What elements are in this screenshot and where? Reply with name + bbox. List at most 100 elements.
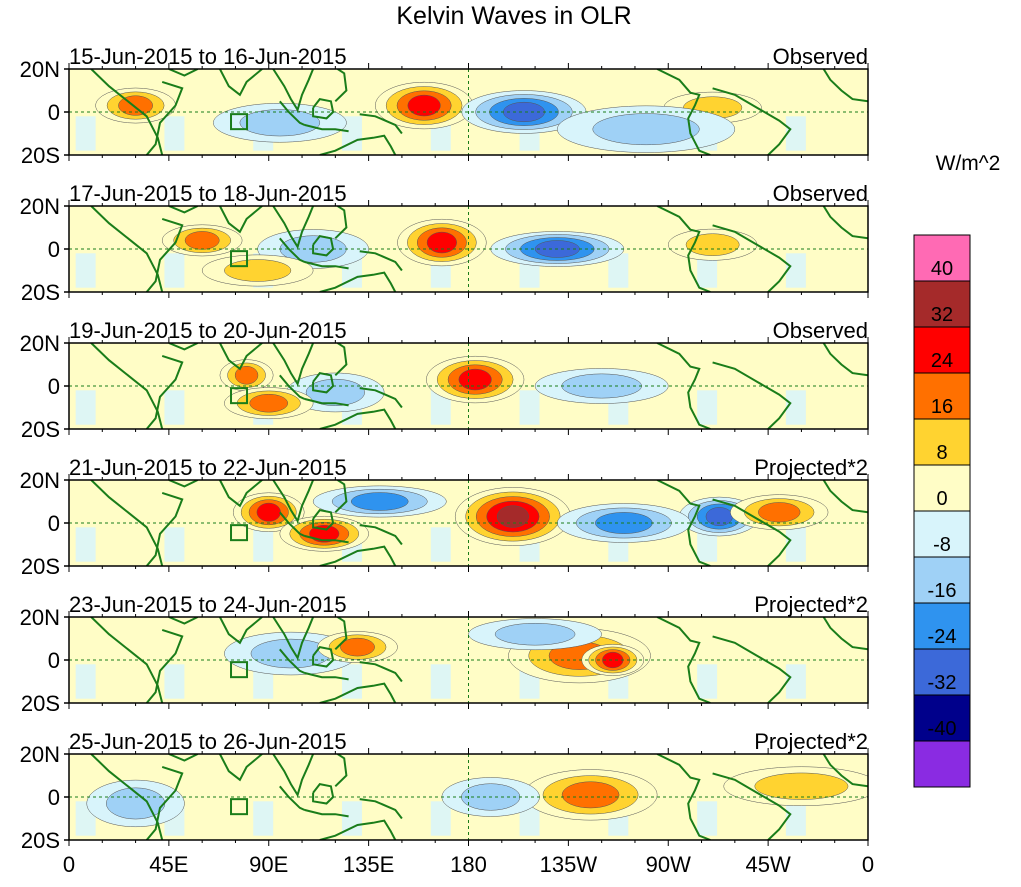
coastline [304,397,349,407]
coastline [304,534,349,544]
y-tick-label: 0 [48,785,60,810]
x-tick-label: 135W [540,852,598,877]
y-tick-label: 20N [20,57,60,82]
contour-blob [758,502,801,523]
negative-band [697,664,718,699]
panel-type-label: Observed [773,181,868,206]
negative-band [75,527,96,562]
coastline [656,754,711,840]
negative-band [430,390,451,425]
coastline [145,765,184,840]
contour-blob [340,637,375,657]
colorbar-level-label: -40 [928,718,957,740]
colorbar-level-label: -16 [928,580,957,602]
reference-box [230,798,249,816]
y-tick-label: 20S [21,554,60,579]
colorbar: W/m^2 40 32 24 16 8 0 -8 -16 -24 -32 -40 [913,152,1000,788]
coastline [656,69,711,155]
y-tick-label: 0 [48,511,60,536]
panel-date-label: 23-Jun-2015 to 24-Jun-2015 [69,592,347,617]
coastline [90,69,164,155]
negative-band [75,390,96,425]
y-tick-label: 20S [21,417,60,442]
y-tick-label: 0 [48,374,60,399]
coastline [822,69,868,103]
coastline [712,635,792,703]
x-tick-label: 0 [63,852,75,877]
coastline [272,69,315,113]
colorbar-level-label: 16 [931,396,953,418]
coastline [334,617,348,651]
coastline [334,343,348,377]
panel-date-label: 15-Jun-2015 to 16-Jun-2015 [69,44,347,69]
colorbar-box [913,234,971,282]
y-tick-label: 0 [48,237,60,262]
coastline [168,617,199,625]
coastline [219,617,263,645]
y-tick-label: 20N [20,742,60,767]
coastline [334,69,348,103]
coastline [822,754,868,788]
x-tick-label: 45W [746,852,791,877]
coastline [219,69,263,97]
y-tick-label: 20N [20,331,60,356]
contour-blob [350,492,409,511]
y-tick-label: 20S [21,280,60,305]
coastline [359,387,403,409]
coastline [279,648,305,674]
coastline [90,480,164,566]
negative-band [341,664,362,699]
panel-type-label: Observed [773,318,868,343]
negative-band [785,390,806,425]
y-tick-label: 20S [21,691,60,716]
coastline [168,480,199,488]
y-tick-label: 20N [20,605,60,630]
coastline [712,224,792,292]
y-tick-label: 20N [20,194,60,219]
coastline [219,754,263,782]
coastline [319,408,397,429]
contour-blob [239,109,321,137]
contour-blob [249,393,289,413]
contour-blob [407,94,441,117]
negative-band [697,390,718,425]
coastline [656,206,711,292]
coastline [145,354,184,429]
coastline [359,661,403,683]
coastline [656,343,711,429]
coastline [219,480,263,508]
negative-band [519,390,540,425]
reference-box [230,250,249,268]
x-tick-label: 90E [249,852,288,877]
panel-type-label: Projected*2 [754,729,868,754]
reference-box [230,113,249,131]
colorbar-level-label: -8 [933,534,951,556]
contour-blob [494,622,576,646]
negative-band [430,664,451,699]
panel-6: 20N 0 20S 25-Jun-2015 to 26-Jun-2015 Project… [20,729,869,853]
panel-date-label: 17-Jun-2015 to 18-Jun-2015 [69,181,347,206]
colorbar-level-label: -32 [928,672,957,694]
coastline [279,374,305,400]
y-tick-label: 20S [21,828,60,853]
panel-type-label: Observed [773,44,868,69]
x-tick-label: 180 [450,852,487,877]
coastline [279,100,305,126]
coastline [168,343,199,351]
coastline [656,617,711,703]
negative-band [430,527,451,562]
coastline [90,206,164,292]
chart-title: Kelvin Waves in OLR [396,2,631,30]
coastline [90,343,164,429]
panel-date-label: 25-Jun-2015 to 26-Jun-2015 [69,729,347,754]
contour-blob [685,233,740,256]
coastline [304,123,349,133]
contour-blob [426,231,457,254]
colorbar-box [913,326,971,374]
negative-band [697,253,718,288]
coastline [279,511,305,537]
negative-band [253,801,274,836]
coastline [304,260,349,270]
coastline [304,808,349,818]
